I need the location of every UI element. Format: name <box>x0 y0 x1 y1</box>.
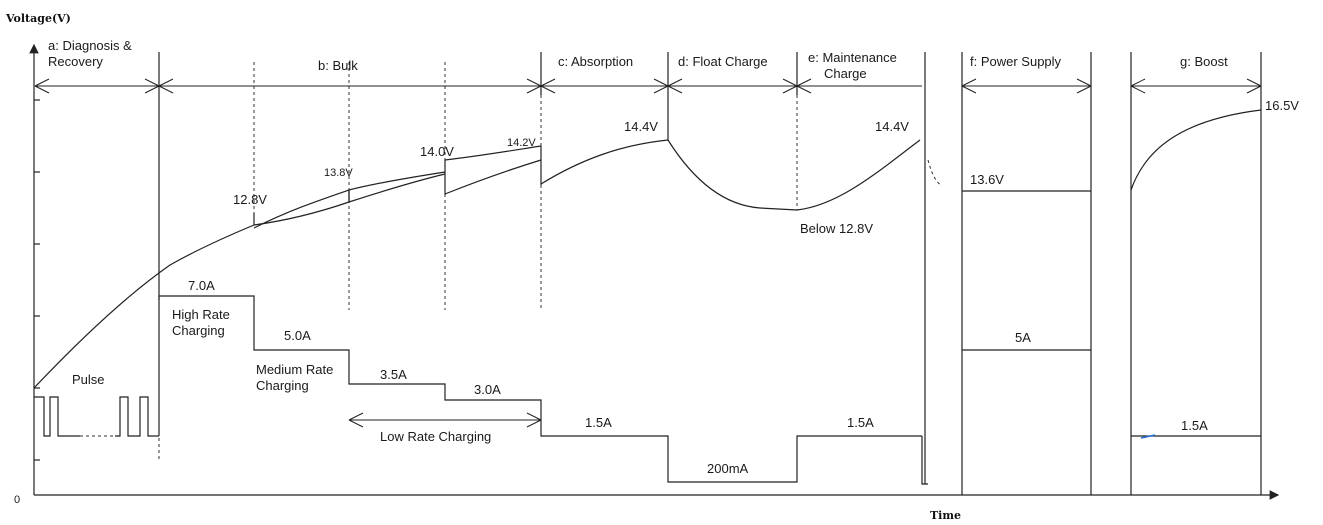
current-labels: Pulse 7.0A High Rate Charging 5.0A Mediu… <box>72 278 1208 476</box>
current-label-7a: 7.0A <box>188 278 215 293</box>
stage-arrows <box>34 78 1262 94</box>
voltage-label-16-5: 16.5V <box>1265 98 1299 113</box>
stage-c-arrow <box>540 78 669 94</box>
low-rate-arrow <box>348 412 542 428</box>
stage-g-arrow <box>1130 78 1262 94</box>
current-end <box>921 436 928 485</box>
voltage-curve-e-tail <box>927 159 943 187</box>
medium-rate-label: Medium Rate <box>256 362 333 377</box>
voltage-label-14-4-e: 14.4V <box>875 119 909 134</box>
voltage-label-14-4-c: 14.4V <box>624 119 658 134</box>
voltage-label-13-6: 13.6V <box>970 172 1004 187</box>
stage-a-label-2: Recovery <box>48 54 103 69</box>
current-profile <box>34 295 1261 485</box>
stage-e-arrow <box>796 78 922 94</box>
stage-e-label: e: Maintenance <box>808 50 897 65</box>
stage-a-label: a: Diagnosis & <box>48 38 132 53</box>
origin-label: 0 <box>14 494 20 506</box>
pulse-label: Pulse <box>72 372 105 387</box>
current-steps <box>158 295 922 483</box>
voltage-labels: 12.8V 13.8V 14.0V 14.2V 14.4V Below 12.8… <box>233 98 1299 236</box>
voltage-label-14-2: 14.2V <box>507 137 536 149</box>
voltage-curve-d <box>667 139 798 211</box>
voltage-curve-g <box>1130 109 1262 191</box>
voltage-curve-a <box>33 213 255 389</box>
high-rate-label: High Rate <box>172 307 230 322</box>
stage-f-arrow <box>961 78 1092 94</box>
stage-labels: a: Diagnosis & Recovery b: Bulk c: Absor… <box>48 38 1228 81</box>
voltage-curve-e <box>796 139 921 211</box>
current-label-maint: 1.5A <box>847 415 874 430</box>
stage-f-label: f: Power Supply <box>970 54 1062 69</box>
current-label-3a: 3.0A <box>474 382 501 397</box>
voltage-curve-b3 <box>444 159 542 195</box>
current-label-5a: 5.0A <box>284 328 311 343</box>
voltage-curve-b1 <box>253 189 350 229</box>
low-rate-label: Low Rate Charging <box>380 429 491 444</box>
current-label-boost: 1.5A <box>1181 418 1208 433</box>
stage-b-arrow <box>158 78 542 94</box>
stage-g-label: g: Boost <box>1180 54 1228 69</box>
current-label-float: 200mA <box>707 461 749 476</box>
y-axis-label: Voltage(V) <box>5 12 71 25</box>
pen-mark <box>1140 434 1156 439</box>
stage-d-arrow <box>667 78 798 94</box>
voltage-label-13-8: 13.8V <box>324 167 353 179</box>
voltage-curve <box>33 109 1262 389</box>
pulse-waveform-2 <box>115 396 159 437</box>
current-label-3-5a: 3.5A <box>380 367 407 382</box>
current-label-ps: 5A <box>1015 330 1031 345</box>
voltage-label-14-0: 14.0V <box>420 144 454 159</box>
stage-boundaries <box>158 52 1262 495</box>
x-axis-label: Time <box>930 509 961 522</box>
axes: Voltage(V) Time 0 <box>5 12 1280 522</box>
pulse-waveform <box>34 396 80 437</box>
stage-e-label-2: Charge <box>824 66 867 81</box>
voltage-curve-c <box>540 139 669 185</box>
high-rate-label-2: Charging <box>172 323 225 338</box>
current-label-abs: 1.5A <box>585 415 612 430</box>
stage-b-label: b: Bulk <box>318 58 358 73</box>
voltage-label-12-8: 12.8V <box>233 192 267 207</box>
voltage-curve-bulk <box>253 145 542 226</box>
stage-c-label: c: Absorption <box>558 54 633 69</box>
voltage-curve-b2 <box>348 173 446 203</box>
stage-d-label: d: Float Charge <box>678 54 768 69</box>
medium-rate-label-2: Charging <box>256 378 309 393</box>
voltage-label-below-12-8: Below 12.8V <box>800 221 873 236</box>
stage-a-arrow <box>34 78 160 94</box>
